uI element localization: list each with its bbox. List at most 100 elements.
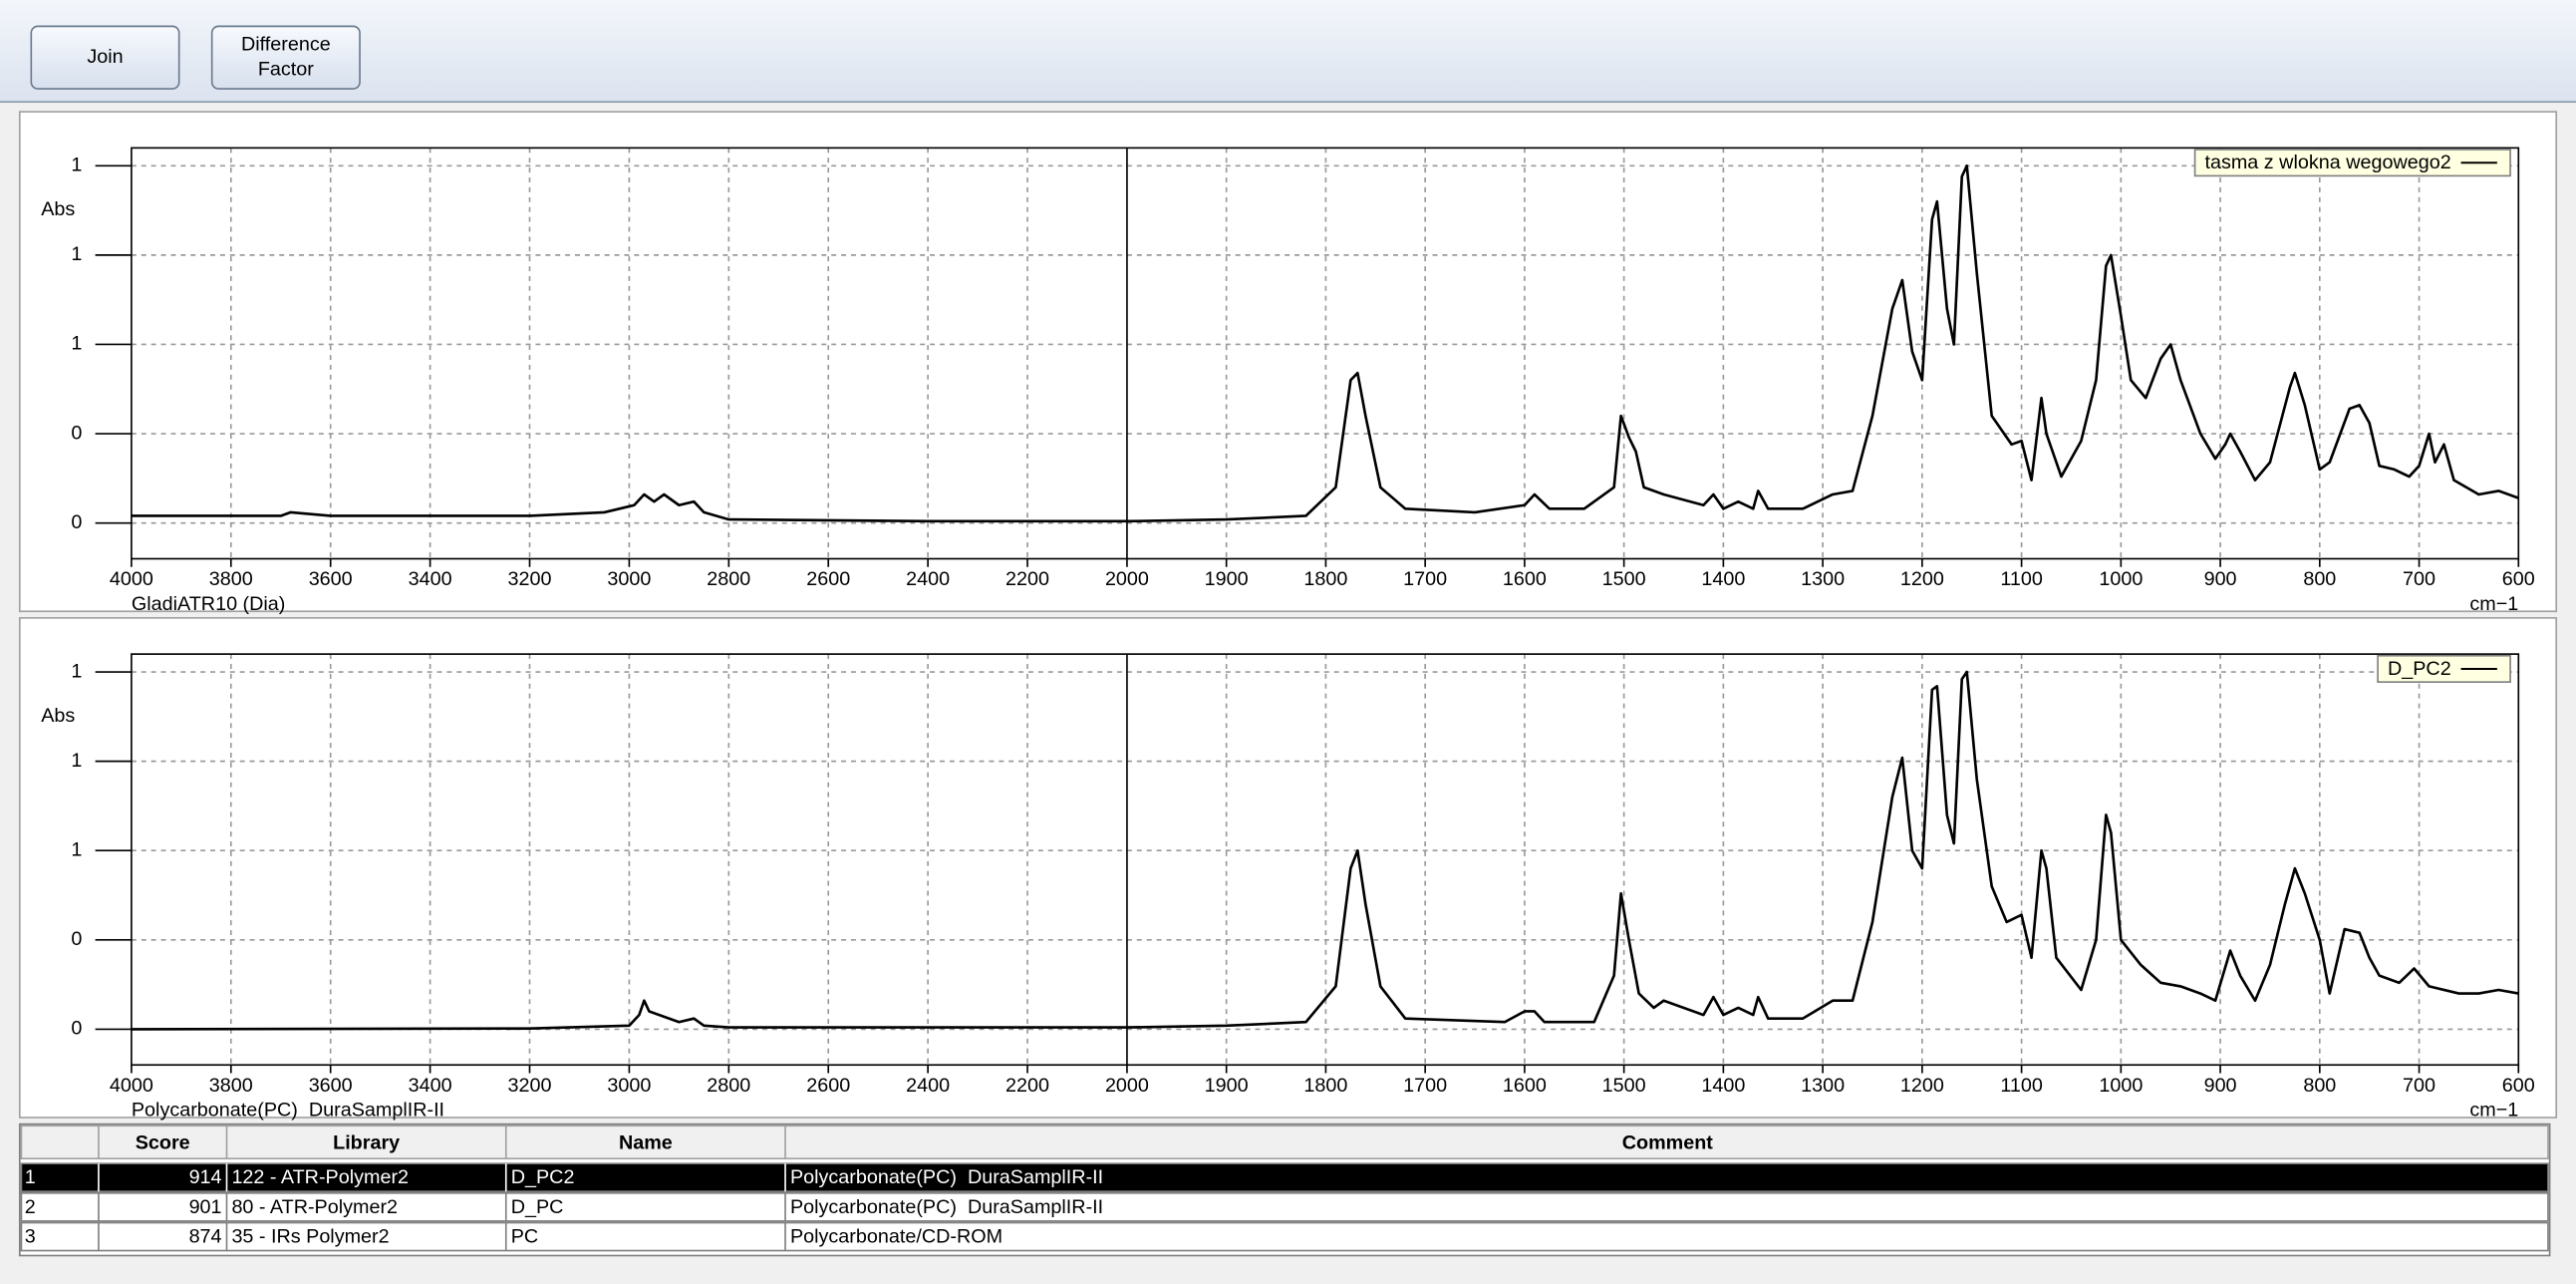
x-axis-label: cm−1: [2469, 1100, 2518, 1122]
x-tick-label: 3800: [209, 568, 253, 590]
y-tick-label: 1: [71, 155, 82, 176]
column-header: Library: [333, 1132, 400, 1154]
table-row[interactable]: [20, 1192, 2549, 1222]
x-tick-label: 3400: [409, 568, 452, 590]
table-header: [20, 1124, 2549, 1160]
table-cell[interactable]: 914: [189, 1166, 222, 1188]
x-axis-label: cm−1: [2469, 593, 2518, 615]
column-header: Score: [136, 1132, 190, 1154]
x-tick-label: 800: [2303, 1075, 2336, 1097]
table-cell[interactable]: 2: [25, 1196, 36, 1218]
chart-panel: [18, 617, 2558, 1119]
legend-box: [2193, 149, 2511, 177]
table-cell[interactable]: D_PC: [511, 1196, 564, 1218]
x-tick-label: 1600: [1503, 568, 1547, 590]
y-tick-label: 0: [71, 1018, 82, 1040]
legend-label: D_PC2: [2388, 658, 2451, 680]
x-tick-label: 1000: [2099, 568, 2143, 590]
x-tick-label: 2600: [806, 568, 850, 590]
x-tick-label: 1400: [1701, 568, 1745, 590]
x-tick-label: 1800: [1303, 1075, 1347, 1097]
x-tick-label: 900: [2204, 1075, 2237, 1097]
table-cell[interactable]: 901: [189, 1196, 222, 1218]
table-cell[interactable]: PC: [511, 1226, 538, 1248]
x-tick-label: 1500: [1602, 1075, 1646, 1097]
x-tick-label: 3000: [607, 568, 651, 590]
table-cell[interactable]: 122 - ATR-Polymer2: [231, 1166, 409, 1188]
button[interactable]: [30, 25, 180, 90]
x-tick-label: 3400: [409, 1075, 452, 1097]
x-tick-label: 2800: [707, 1075, 750, 1097]
x-tick-label: 2200: [1005, 1075, 1049, 1097]
column-header: Comment: [1622, 1132, 1714, 1154]
table-cell[interactable]: 874: [189, 1226, 222, 1248]
table-cell[interactable]: Polycarbonate/CD-ROM: [790, 1226, 1002, 1248]
table-cell[interactable]: 3: [25, 1226, 36, 1248]
x-tick-label: 1200: [1900, 1075, 1944, 1097]
x-tick-label: 1700: [1403, 568, 1447, 590]
y-tick-label: 1: [71, 750, 82, 772]
x-tick-label: 2400: [906, 1075, 950, 1097]
legend-label: tasma z wlokna wegowego2: [2204, 152, 2450, 173]
y-tick-label: 0: [71, 422, 82, 444]
table-cell[interactable]: D_PC2: [511, 1166, 575, 1188]
button[interactable]: [210, 25, 361, 90]
y-axis-label: Abs: [41, 705, 75, 727]
y-tick-label: 1: [71, 243, 82, 265]
table-cell[interactable]: 35 - IRs Polymer2: [231, 1226, 389, 1248]
x-tick-label: 3200: [508, 1075, 552, 1097]
x-tick-label: 2600: [806, 1075, 850, 1097]
y-axis-label: Abs: [41, 198, 75, 220]
x-tick-label: 2200: [1005, 568, 1049, 590]
y-tick-label: 1: [71, 333, 82, 355]
x-tick-label: 1000: [2099, 1075, 2143, 1097]
table-cell[interactable]: Polycarbonate(PC) DuraSamplIR-II: [790, 1196, 1103, 1218]
spectrum-line: [131, 163, 2519, 523]
x-tick-label: 2800: [707, 568, 750, 590]
y-tick-label: 1: [71, 660, 82, 682]
x-tick-label: 3600: [309, 568, 353, 590]
x-tick-label: 1200: [1900, 568, 1944, 590]
x-tick-label: 1300: [1801, 568, 1845, 590]
x-tick-label: 4000: [110, 568, 153, 590]
x-tick-label: 1600: [1503, 1075, 1547, 1097]
x-tick-label: 3800: [209, 1075, 253, 1097]
x-tick-label: 1700: [1403, 1075, 1447, 1097]
x-tick-label: 1500: [1602, 568, 1646, 590]
toolbar: [0, 0, 2576, 103]
x-tick-label: 1100: [2000, 1075, 2043, 1097]
x-tick-label: 3200: [508, 568, 552, 590]
chart-panel: [18, 111, 2558, 613]
x-tick-label: 600: [2502, 1075, 2535, 1097]
column-header: Name: [619, 1132, 673, 1154]
table-cell[interactable]: Polycarbonate(PC) DuraSamplIR-II: [790, 1166, 1103, 1188]
table-row[interactable]: [20, 1221, 2549, 1252]
y-tick-label: 1: [71, 838, 82, 860]
x-tick-label: 800: [2303, 568, 2336, 590]
table-row[interactable]: [20, 1162, 2549, 1193]
button-label[interactable]: Factor: [258, 58, 314, 80]
x-tick-label: 700: [2403, 568, 2435, 590]
x-tick-label: 700: [2403, 1075, 2435, 1097]
y-tick-label: 0: [71, 928, 82, 950]
table-cell[interactable]: 80 - ATR-Polymer2: [231, 1196, 398, 1218]
x-tick-label: 1100: [2000, 568, 2043, 590]
button-label[interactable]: Join: [87, 46, 123, 68]
spectrum-line: [131, 670, 2519, 1031]
table-cell[interactable]: 1: [25, 1166, 36, 1188]
x-tick-label: 1900: [1205, 568, 1249, 590]
plot-area: [131, 147, 2520, 560]
x-tick-label: 1900: [1205, 1075, 1249, 1097]
x-tick-label: 2000: [1105, 1075, 1149, 1097]
x-tick-label: 1300: [1801, 1075, 1845, 1097]
x-tick-label: 900: [2204, 568, 2237, 590]
y-tick-label: 0: [71, 511, 82, 533]
x-tick-label: 3600: [309, 1075, 353, 1097]
x-tick-label: 600: [2502, 568, 2535, 590]
x-tick-label: 4000: [110, 1075, 153, 1097]
x-tick-label: 1800: [1303, 568, 1347, 590]
plot-area: [131, 653, 2520, 1067]
button-label[interactable]: Difference: [241, 34, 331, 56]
